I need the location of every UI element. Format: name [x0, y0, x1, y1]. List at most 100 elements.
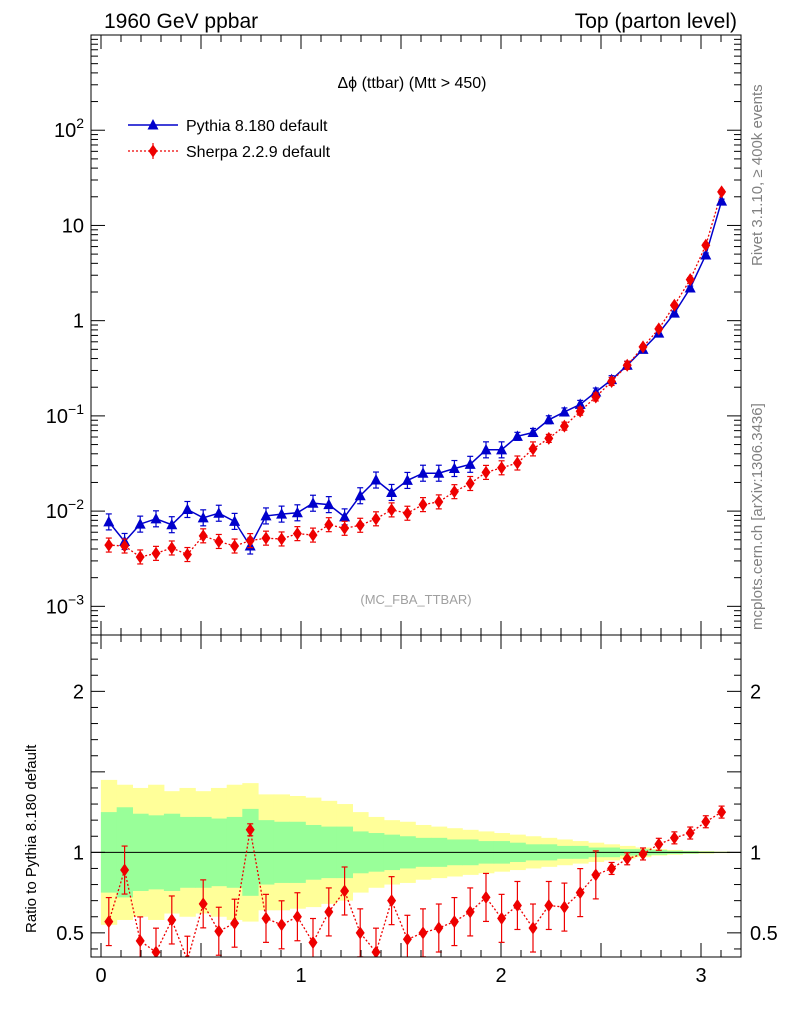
ratio-point — [638, 847, 648, 861]
ratio-plot-area — [91, 779, 741, 957]
pythia-point — [448, 462, 460, 474]
sherpa-point — [497, 461, 507, 475]
ratio-y-tick-label: 1 — [73, 842, 84, 864]
ratio-y-tick-label: 2 — [73, 681, 84, 703]
sherpa-point — [230, 539, 240, 553]
pythia-point — [716, 195, 728, 206]
pythia-point — [197, 511, 209, 523]
sherpa-point — [685, 273, 695, 287]
sherpa-point — [481, 465, 491, 479]
ratio-point — [607, 861, 617, 875]
sherpa-point — [198, 529, 208, 543]
ratio-point — [214, 924, 224, 938]
ratio-frame — [90, 634, 742, 958]
pythia-point — [370, 474, 382, 485]
sherpa-point — [261, 531, 271, 545]
ratio-point — [277, 918, 287, 932]
ratio-y-tick-label: 0.5 — [56, 923, 84, 945]
ratio-point — [512, 898, 522, 912]
ratio-point — [120, 863, 130, 877]
sherpa-point — [371, 512, 381, 526]
sherpa-point — [120, 539, 130, 553]
header-left: 1960 GeV ppbar — [104, 10, 258, 33]
ratio-point — [167, 913, 177, 927]
pythia-point — [134, 518, 146, 529]
ratio-point — [575, 886, 585, 900]
sherpa-point — [182, 548, 192, 562]
ratio-point — [591, 868, 601, 882]
ratio-point — [685, 826, 695, 840]
y-tick-label: 10−1 — [46, 401, 84, 428]
sherpa-point — [465, 476, 475, 490]
ratio-point — [292, 910, 302, 924]
sherpa-point — [245, 534, 255, 548]
pythia-point — [543, 413, 555, 425]
sherpa-point — [355, 518, 365, 532]
pythia-point — [354, 489, 366, 501]
y-tick-label: 1 — [73, 311, 84, 333]
ratio-point — [544, 898, 554, 912]
legend-marker-sherpa — [148, 144, 158, 158]
ratio-panel: 0.5 0.5 1 1 2 2 0 1 2 3 — [56, 634, 778, 987]
pythia-point — [527, 426, 539, 437]
x-tick-label: 3 — [695, 965, 706, 987]
main-plot-title: Δϕ (ttbar) (Mtt > 450) — [337, 75, 486, 92]
sherpa-point — [277, 532, 287, 546]
pythia-point — [511, 430, 523, 441]
ratio-point — [371, 945, 381, 957]
x-tick-label: 2 — [495, 965, 506, 987]
x-tick-label: 0 — [95, 965, 106, 987]
pythia-point — [401, 474, 413, 485]
legend-marker-pythia — [147, 119, 159, 130]
sherpa-point — [575, 404, 585, 418]
y-tick-label: 10 — [62, 215, 84, 237]
sherpa-point — [434, 495, 444, 509]
pythia-point — [150, 512, 162, 524]
ratio-point — [185, 953, 190, 957]
sherpa-point — [324, 518, 334, 532]
sherpa-point — [591, 390, 601, 404]
pythia-point — [213, 507, 225, 518]
sherpa-point — [638, 340, 648, 354]
pythia-point — [181, 503, 193, 514]
ratio-point — [104, 915, 114, 929]
ratio-point — [654, 837, 664, 851]
ratio-sherpa-line — [108, 811, 722, 957]
sherpa-point — [701, 238, 711, 252]
ratio-point — [402, 932, 412, 946]
pythia-point — [103, 515, 115, 527]
pythia-point — [480, 443, 492, 455]
sherpa-point — [512, 456, 522, 470]
ratio-y-tick-label-right: 1 — [750, 842, 761, 864]
ratio-point — [324, 905, 334, 919]
sherpa-point — [622, 358, 632, 372]
legend-label-sherpa: Sherpa 2.2.9 default — [186, 144, 331, 161]
pythia-line — [108, 200, 723, 548]
pythia-point — [166, 518, 178, 530]
sherpa-point — [559, 419, 569, 433]
header-right: Top (parton level) — [575, 10, 737, 33]
ratio-point — [434, 921, 444, 935]
sherpa-point — [402, 506, 412, 520]
ratio-point — [387, 894, 397, 908]
pythia-point — [229, 515, 241, 526]
sherpa-point — [669, 298, 679, 312]
pythia-point — [574, 398, 586, 409]
sherpa-line — [108, 191, 723, 558]
pythia-point — [307, 497, 319, 508]
sherpa-point — [528, 442, 538, 456]
ratio-point — [261, 911, 271, 925]
ratio-point — [230, 916, 240, 930]
ratio-y-tick-label-right: 0.5 — [750, 923, 778, 945]
pythia-point — [386, 486, 398, 497]
pythia-point — [558, 405, 570, 417]
y-tick-label: 10−3 — [46, 591, 84, 618]
ratio-point — [622, 852, 632, 866]
pythia-point — [417, 467, 429, 478]
pythia-point — [684, 282, 696, 293]
ratio-point — [559, 900, 569, 914]
sherpa-point — [214, 534, 224, 548]
sherpa-point — [607, 374, 617, 388]
ratio-point — [669, 831, 679, 845]
sherpa-point — [340, 521, 350, 535]
